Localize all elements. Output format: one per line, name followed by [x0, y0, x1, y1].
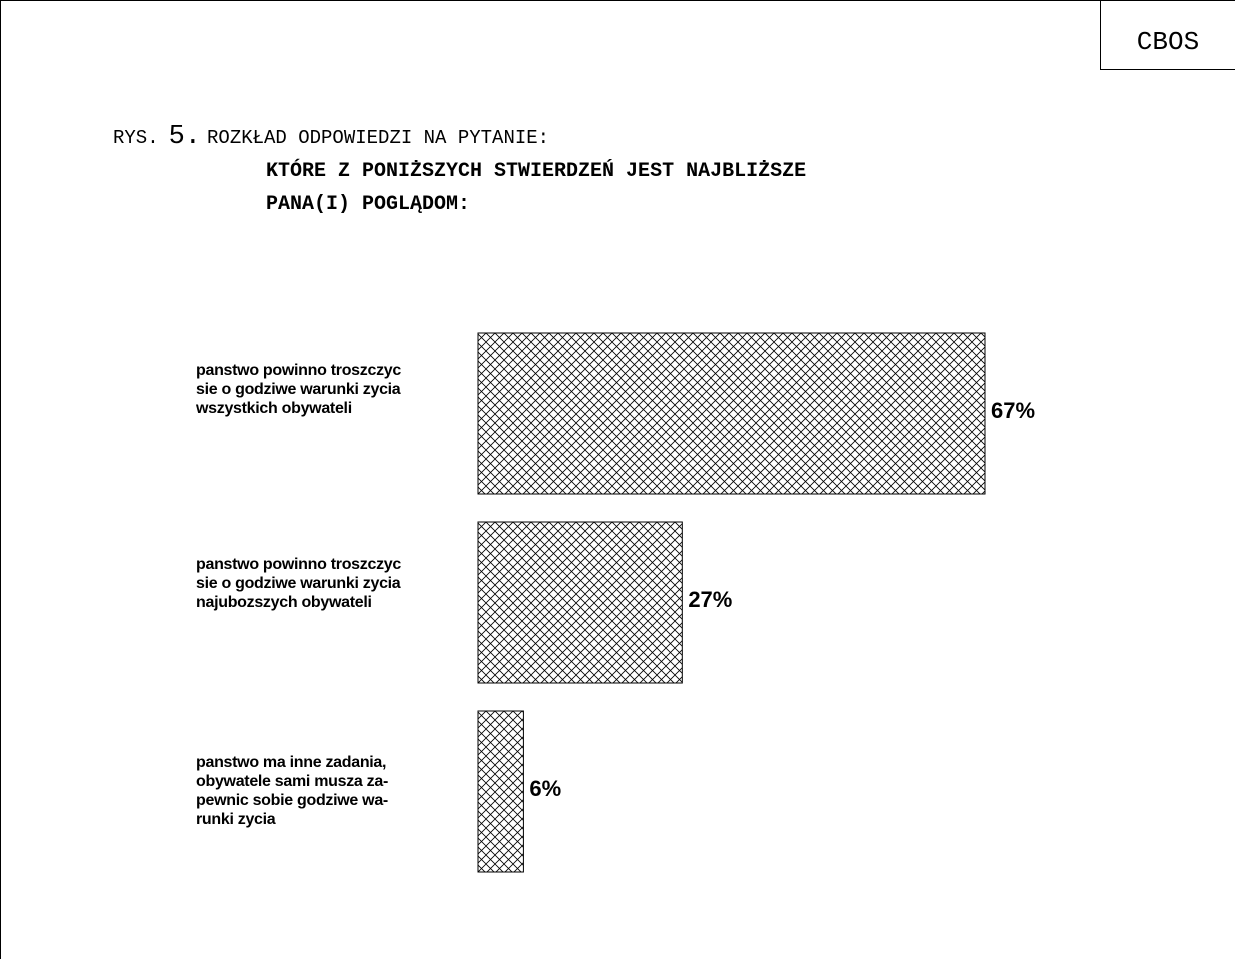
category-label-2: panstwo ma inne zadania, obywatele sami …	[196, 754, 388, 828]
question-line-2: PANA(I) POGLĄDOM:	[266, 193, 471, 216]
figure-caption: RYS. 5. ROZKŁAD ODPOWIEDZI NA PYTANIE:	[113, 122, 549, 152]
value-label-2: 6%	[529, 775, 562, 801]
figure-caption-text: ROZKŁAD ODPOWIEDZI NA PYTANIE:	[207, 127, 550, 149]
category-label-0: panstwo powinno troszczyc sie o godziwe …	[196, 362, 401, 417]
source-label: CBOS	[1100, 0, 1235, 70]
bar-2	[477, 710, 524, 873]
figure-prefix: RYS.	[113, 127, 159, 149]
bars-group	[477, 332, 986, 873]
category-label-1: panstwo powinno troszczyc sie o godziwe …	[196, 556, 401, 611]
value-label-1: 27%	[688, 586, 733, 612]
question-line-1: KTÓRE Z PONIŻSZYCH STWIERDZEŃ JEST NAJBL…	[266, 160, 807, 183]
bar-1	[477, 521, 683, 684]
bar-0	[477, 332, 986, 495]
value-label-0: 67%	[991, 397, 1036, 423]
figure-number: 5.	[168, 122, 202, 152]
